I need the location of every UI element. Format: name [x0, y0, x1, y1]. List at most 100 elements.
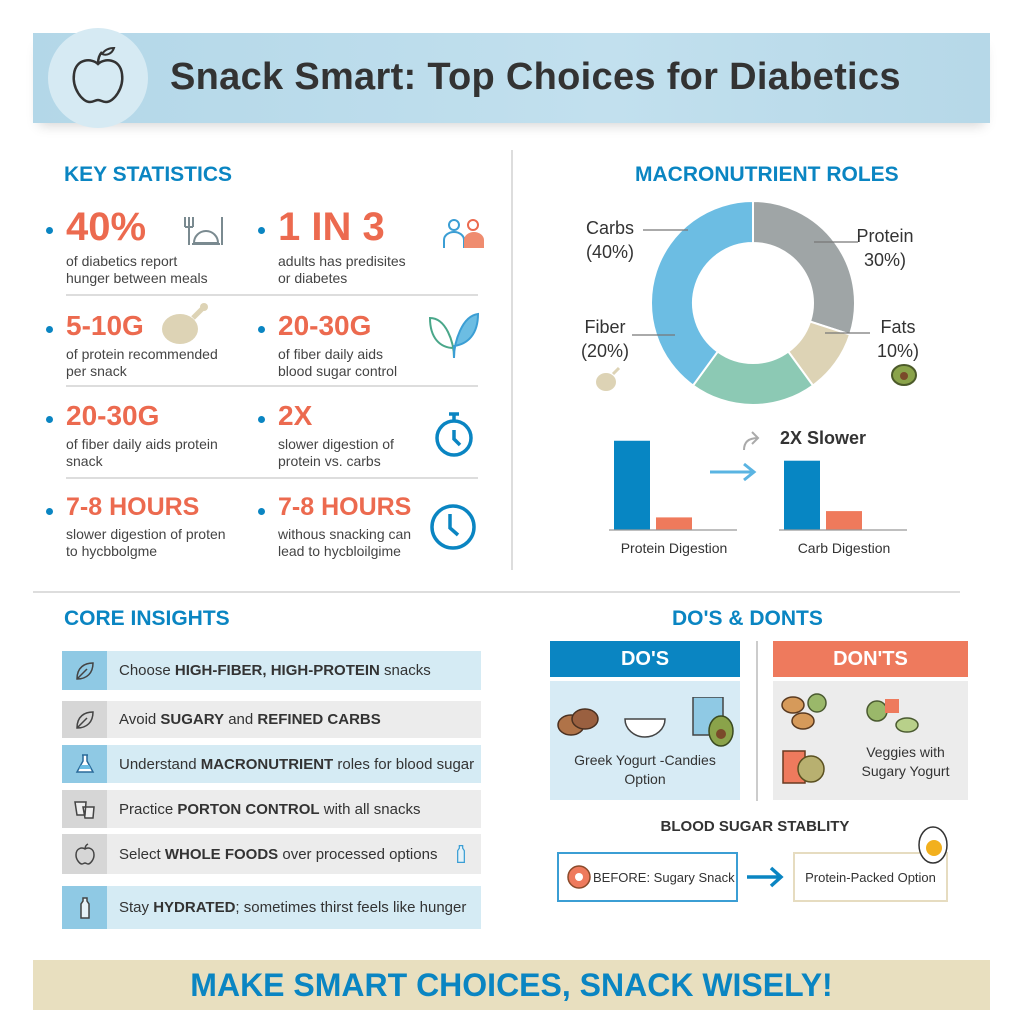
- insight-label: Choose HIGH-FIBER, HIGH-PROTEIN snacks: [107, 662, 431, 679]
- divider: [66, 477, 478, 479]
- insight-emphasis: MACRONUTRIENT: [200, 755, 334, 773]
- stat-desc-line: slower digestion of: [278, 436, 394, 452]
- insight-text: Understand: [119, 755, 201, 773]
- stat-desc-line: protein vs. carbs: [278, 453, 381, 469]
- stat-value: 20-30G: [66, 400, 160, 431]
- stat-value: 7-8 HOURS: [66, 493, 200, 521]
- stat-description: slower digestion of proten to hycbbolgme: [66, 526, 226, 560]
- stat-desc-line: of protein recommended: [66, 346, 218, 362]
- slice-label: Fiber: [584, 317, 625, 337]
- dos-panel: Greek Yogurt -Candies Option: [550, 681, 740, 800]
- stat-desc-line: withous snacking can: [278, 526, 412, 542]
- bar-group-label: Carb Digestion: [798, 540, 891, 556]
- people-icon: [443, 219, 484, 248]
- clock-icon: [430, 504, 476, 550]
- stat-desc-line: blood sugar control: [278, 363, 398, 379]
- stat-description: of fiber daily aids blood sugar control: [278, 346, 397, 380]
- arrow-right-icon: [747, 866, 784, 888]
- stat-value: 7-8 HOURS: [278, 493, 412, 521]
- dos-caption-line: Greek Yogurt -Candies: [574, 752, 716, 768]
- stat-desc-line: of diabetics report: [66, 253, 178, 269]
- insight-text: ; sometimes thirst feels like hunger: [235, 899, 467, 916]
- stat-desc-line: of fiber daily aids: [278, 346, 384, 362]
- stopwatch-icon: [435, 412, 473, 457]
- bar-group-label: Protein Digestion: [621, 540, 728, 556]
- stat-description: slower digestion of protein vs. carbs: [278, 436, 394, 470]
- stat-bullet: [258, 416, 265, 423]
- insight-emphasis: HYDRATED: [153, 899, 236, 916]
- insight-text: with all snacks: [319, 800, 421, 818]
- plate-cutlery-icon: [184, 217, 223, 245]
- slice-label: Protein: [856, 226, 913, 246]
- insight-label: Understand MACRONUTRIENT roles for blood…: [107, 756, 474, 773]
- donts-caption-line: Sugary Yogurt: [861, 763, 950, 779]
- stat-value: 1 IN 3: [278, 205, 385, 249]
- slice-display: 30%): [864, 250, 906, 270]
- insight-row: Stay HYDRATED; sometimes thirst feels li…: [62, 886, 481, 929]
- insight-text: and: [224, 711, 258, 728]
- stat-bullet: [46, 326, 53, 333]
- insight-emphasis: SUGARY: [160, 711, 225, 728]
- stat-bullet: [258, 507, 265, 515]
- slice-display: (40%): [586, 242, 634, 262]
- healthy-snacks-icon: [557, 697, 734, 747]
- macronutrient-donut-chart: Carbs (40%) Protein 30%) Fiber (20%) Fats 10%): [581, 199, 919, 406]
- insight-label: Practice PORTON CONTROL with all snacks: [107, 801, 420, 818]
- donts-caption-line: Veggies with: [866, 744, 945, 760]
- donut-slice-protein: [752, 199, 856, 336]
- dos-caption: Greek Yogurt -Candies Option: [550, 751, 740, 789]
- bar-annotation: 2X Slower: [780, 428, 866, 448]
- divider: [756, 641, 758, 801]
- stat-value: 20-30G: [278, 310, 372, 341]
- slice-label: Fats: [880, 317, 915, 337]
- key-statistics-heading: KEY STATISTICS: [64, 163, 233, 186]
- stat-value: 2X: [278, 400, 313, 431]
- water-bottle-icon: [457, 845, 465, 863]
- stat-desc-line: slower digestion of proten: [66, 526, 226, 542]
- insight-emphasis: WHOLE FOODS: [164, 845, 279, 863]
- measuring-cups-icon: [73, 801, 95, 819]
- insight-text: Stay: [119, 899, 154, 916]
- stat-desc-line: adults has predisites: [278, 253, 406, 269]
- stat-desc-line: lead to hycbloilgime: [278, 543, 401, 559]
- stat-bullet: [258, 227, 265, 234]
- insight-text: over processed options: [278, 845, 438, 863]
- bar: [656, 517, 692, 530]
- dos-caption-line: Option: [624, 771, 666, 787]
- before-box: BEFORE: Sugary Snack: [557, 852, 738, 902]
- insight-text: Practice: [119, 800, 178, 818]
- insight-row: Understand MACRONUTRIENT roles for blood…: [62, 745, 481, 783]
- insight-row: Avoid SUGARY and REFINED CARBS: [62, 701, 481, 738]
- donts-caption: Veggies with Sugary Yogurt: [843, 743, 968, 781]
- dos-donts-heading: DO'S & DONTS: [672, 607, 823, 630]
- stat-bullet: [46, 507, 53, 515]
- footer-banner: MAKE SMART CHOICES, SNACK WISELY!: [33, 960, 990, 1010]
- before-label: BEFORE: Sugary Snack: [593, 869, 735, 885]
- insight-row: Practice PORTON CONTROL with all snacks: [62, 790, 481, 828]
- stat-desc-line: or diabetes: [278, 270, 348, 286]
- egg-icon: [918, 826, 948, 864]
- stat-description: of diabetics report hunger between meals: [66, 253, 208, 287]
- insight-text: roles for blood sugar: [333, 755, 475, 773]
- donut-pastry-icon: [567, 865, 591, 889]
- slice-display: (20%): [581, 341, 629, 361]
- stat-value: 5-10G: [66, 310, 144, 341]
- stat-value: 40%: [66, 205, 147, 249]
- insight-emphasis: HIGH-FIBER, HIGH-PROTEIN: [174, 662, 380, 679]
- donts-header: DON'TS: [773, 641, 968, 677]
- avocado-icon: [891, 364, 917, 386]
- insight-label: Select WHOLE FOODS over processed option…: [107, 846, 437, 863]
- divider: [66, 385, 478, 387]
- insight-text: Select: [119, 845, 165, 863]
- header-icon-circle: [48, 28, 148, 128]
- leaf-icon: [75, 710, 94, 729]
- slice-display: 10%): [877, 341, 919, 361]
- core-insights-heading: CORE INSIGHTS: [64, 607, 230, 630]
- dos-header: DO'S: [550, 641, 740, 677]
- donut-slice-carbs: [650, 199, 754, 387]
- chicken-leg-icon: [596, 366, 621, 391]
- apple-icon: [74, 843, 95, 865]
- insight-emphasis: REFINED CARBS: [257, 711, 381, 728]
- chicken-leg-icon: [162, 303, 208, 344]
- horizontal-divider: [33, 591, 960, 593]
